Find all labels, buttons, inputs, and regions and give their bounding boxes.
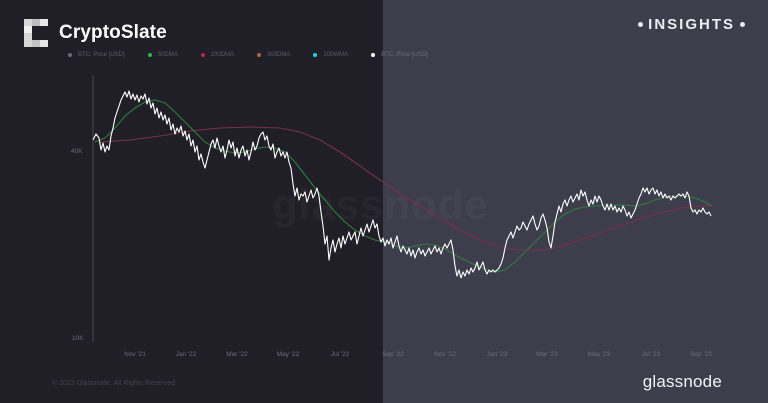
- x-tick: Mar '22: [226, 351, 248, 358]
- x-tick: May '23: [587, 351, 611, 358]
- y-tick-40k: 40K: [71, 148, 83, 155]
- legend-item-50dma[interactable]: 50DMA: [147, 52, 178, 58]
- bullet-icon: [740, 22, 745, 27]
- bullet-icon: [638, 22, 644, 27]
- legend-swatch-icon: [200, 53, 205, 57]
- x-tick: Sep '23: [690, 351, 712, 358]
- x-tick: Jul '22: [330, 351, 350, 358]
- legend-item-btc-price-muted[interactable]: BTC: Price [USD]: [68, 52, 125, 58]
- y-tick-10k: 10K: [72, 335, 84, 342]
- legend-item-365dma[interactable]: 365DMA: [257, 52, 290, 58]
- legend-item-btc-price[interactable]: BTC: Price [USD]: [371, 52, 428, 58]
- x-tick: Nov '22: [434, 351, 456, 358]
- legend-label: 200DMA: [210, 52, 235, 58]
- legend-swatch-icon: [371, 53, 376, 57]
- legend-label: BTC: Price [USD]: [78, 52, 125, 58]
- chart-legend: BTC: Price [USD] 50DMA 200DMA 365DMA 200…: [68, 52, 451, 58]
- glassnode-logo: glassnode: [642, 372, 722, 391]
- insights-badge: INSIGHTS: [633, 16, 750, 33]
- legend-swatch-icon: [257, 53, 262, 57]
- dma200-line: [99, 126, 712, 251]
- insights-label: INSIGHTS: [648, 16, 735, 33]
- cryptoslate-logo: CryptoSlate: [24, 19, 167, 47]
- legend-label: BTC: Price [USD]: [381, 52, 428, 58]
- x-tick: Jan '22: [175, 351, 197, 358]
- legend-label: 365DMA: [267, 52, 291, 58]
- legend-label: 200WMA: [323, 52, 349, 58]
- legend-item-200wma[interactable]: 200WMA: [313, 52, 348, 58]
- legend-label: 50DMA: [157, 52, 178, 58]
- x-tick: Jan '23: [486, 351, 508, 358]
- legend-item-200dma[interactable]: 200DMA: [200, 52, 235, 58]
- x-tick: Sep '22: [382, 351, 404, 358]
- x-tick: Nov '21: [124, 351, 146, 358]
- legend-swatch-icon: [147, 53, 152, 57]
- copyright-notice: © 2023 Glassnode. All Rights Reserved.: [52, 380, 178, 387]
- btc-price-line: [92, 90, 712, 279]
- cryptoslate-mark-icon: [24, 19, 48, 47]
- brand-name: CryptoSlate: [59, 22, 167, 43]
- x-tick: May '22: [276, 351, 300, 358]
- x-tick: Jul '23: [641, 351, 661, 358]
- legend-swatch-icon: [313, 53, 318, 57]
- x-tick: Mar '23: [536, 351, 558, 358]
- legend-swatch-icon: [68, 53, 72, 57]
